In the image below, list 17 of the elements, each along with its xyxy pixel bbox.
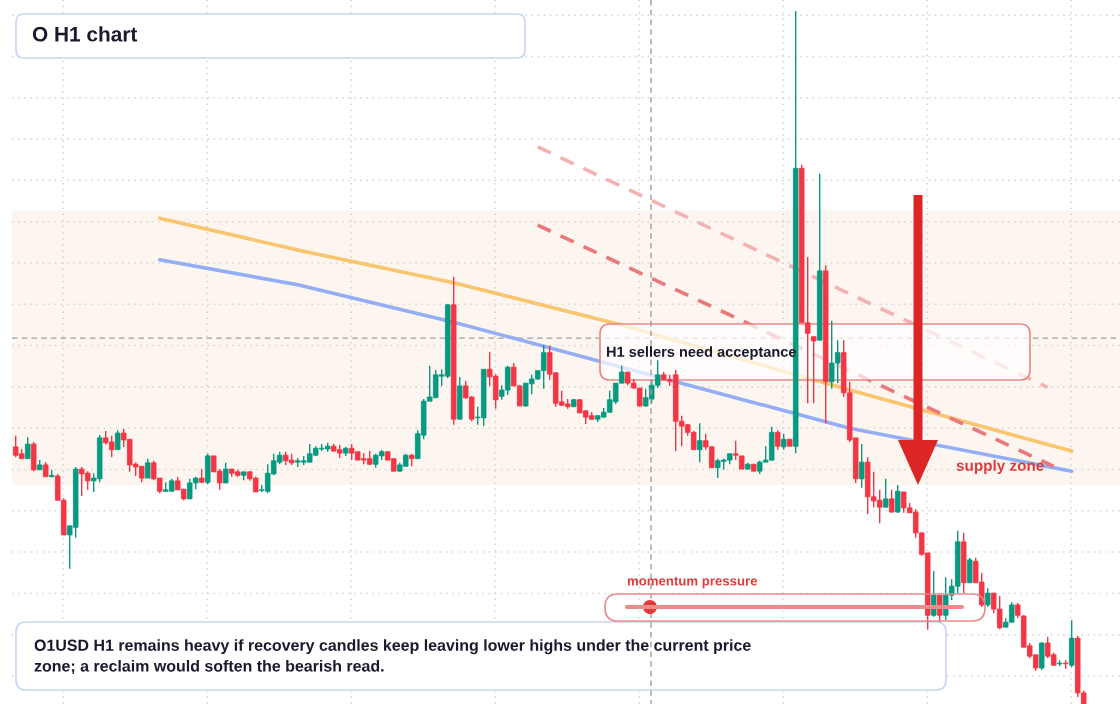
candlestick [966, 557, 973, 584]
annotation: momentum pressure [627, 576, 758, 589]
candlestick [894, 484, 901, 514]
candlestick [858, 443, 865, 489]
candlestick [696, 422, 703, 463]
candlestick [888, 489, 895, 514]
candlestick [882, 478, 889, 508]
band-label: supply zone [956, 459, 1044, 475]
candlestick [984, 587, 991, 608]
candlestick [114, 429, 121, 451]
candlestick [24, 436, 31, 460]
annotation: O1USD H1 remains heavy if recovery candles keep leaving lower highs under the current price zone; a reclaim would soften the bearish read. [34, 639, 751, 674]
candlestick [144, 457, 151, 479]
candlestick [774, 429, 781, 451]
text: O H1 chart [32, 26, 138, 42]
candlestick [810, 336, 817, 404]
candlestick [222, 462, 229, 484]
